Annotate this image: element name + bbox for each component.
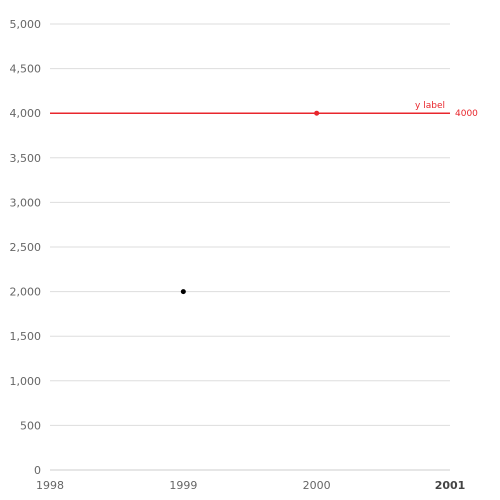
data-point [314,110,320,116]
y-tick-label: 1,000 [10,375,42,388]
x-tick-label: 2001 [435,479,466,492]
y-tick-label: 1,500 [10,330,42,343]
grid-lines [50,23,450,471]
y-axis: 0 500 1,000 1,500 2,000 2,500 3,000 3,500 4,000 4… [10,18,42,477]
x-axis: 1998 1999 2000 2001 [36,479,465,492]
y-tick-label: 3,500 [10,152,42,165]
x-tick-label: 1998 [36,479,64,492]
y-tick-label: 2,000 [10,286,42,299]
data-point [180,289,186,295]
x-tick-label: 1999 [169,479,197,492]
x-tick-label: 2000 [303,479,331,492]
y-tick-label: 2,500 [10,241,42,254]
y-tick-label: 4,500 [10,63,42,76]
y-tick-label: 0 [34,464,41,477]
data-points [180,110,320,295]
y-tick-label: 4,000 [10,107,42,120]
y-tick-label: 3,000 [10,196,42,209]
reference-line-group: y label 4000 [50,101,478,119]
y-tick-label: 5,000 [10,18,42,31]
y-tick-label: 500 [20,419,41,432]
reference-line-label: y label [415,101,445,111]
reference-line-value: 4000 [455,109,478,119]
